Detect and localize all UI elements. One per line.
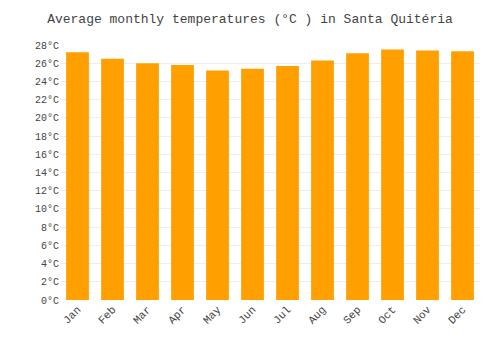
svg-text:Jul: Jul [271, 304, 293, 326]
svg-text:10°C: 10°C [35, 204, 59, 215]
svg-text:18°C: 18°C [35, 132, 59, 143]
svg-text:Average monthly temperatures (: Average monthly temperatures (°C ) in Sa… [47, 12, 453, 27]
svg-text:8°C: 8°C [41, 223, 59, 234]
svg-text:2°C: 2°C [41, 277, 59, 288]
svg-text:4°C: 4°C [41, 259, 59, 270]
svg-text:14°C: 14°C [35, 168, 59, 179]
svg-text:16°C: 16°C [35, 150, 59, 161]
svg-text:6°C: 6°C [41, 241, 59, 252]
svg-text:May: May [201, 304, 224, 327]
svg-text:Jun: Jun [236, 304, 258, 326]
svg-text:22°C: 22°C [35, 95, 59, 106]
svg-text:24°C: 24°C [35, 77, 59, 88]
svg-text:Sep: Sep [341, 304, 363, 326]
svg-text:Aug: Aug [306, 304, 328, 326]
svg-text:28°C: 28°C [35, 41, 59, 52]
svg-text:Feb: Feb [96, 304, 118, 326]
svg-text:Mar: Mar [131, 304, 153, 326]
svg-text:26°C: 26°C [35, 59, 59, 70]
svg-text:Oct: Oct [376, 304, 398, 326]
svg-text:12°C: 12°C [35, 186, 59, 197]
svg-text:Dec: Dec [446, 304, 468, 326]
svg-text:20°C: 20°C [35, 113, 59, 124]
svg-text:Jan: Jan [61, 304, 83, 326]
svg-text:Nov: Nov [411, 304, 434, 327]
svg-text:Apr: Apr [166, 304, 188, 326]
svg-text:0°C: 0°C [41, 296, 59, 307]
